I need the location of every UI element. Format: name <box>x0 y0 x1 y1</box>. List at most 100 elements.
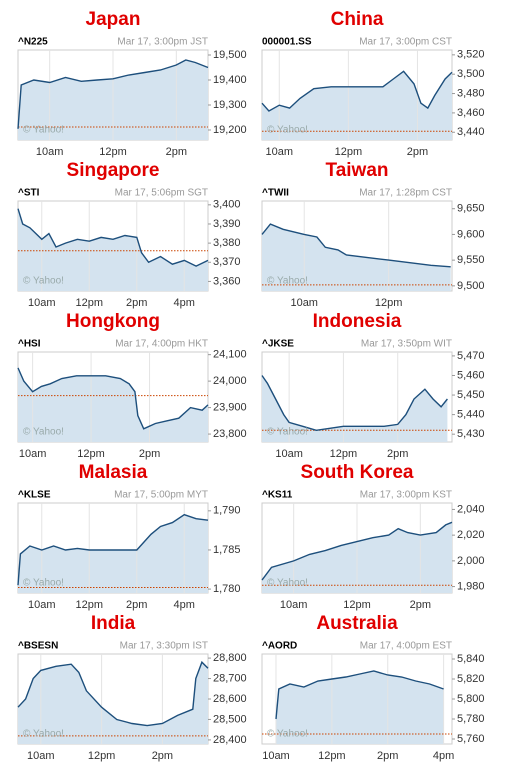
watermark: © Yahoo! <box>267 427 308 438</box>
watermark: © Yahoo! <box>23 125 64 136</box>
watermark: © Yahoo! <box>23 276 64 287</box>
chart-panel: Indonesia ^JKSE Mar 17, 3:50pm WIT 10am 12pm… <box>261 311 485 460</box>
timestamp: Mar 17, 4:00pm EST <box>360 641 452 652</box>
y-tick-label: 24,000 <box>213 375 247 387</box>
x-tick-label: 2pm <box>152 750 173 762</box>
y-tick-label: 3,400 <box>213 199 241 211</box>
ticker: 000001.SS <box>262 37 312 48</box>
ticker: ^AORD <box>262 641 297 652</box>
chart-title: South Korea <box>301 462 414 483</box>
y-tick-label: 9,550 <box>457 254 485 266</box>
y-tick-label: 3,520 <box>457 49 485 61</box>
price-area <box>18 367 208 442</box>
chart-title: India <box>91 613 136 634</box>
x-tick-label: 10am <box>19 448 47 460</box>
y-tick-label: 3,480 <box>457 87 485 99</box>
chart-panel: China 000001.SS Mar 17, 3:00pm CST 10am 12pm… <box>261 9 485 158</box>
x-tick-label: 2pm <box>139 448 160 460</box>
y-tick-label: 3,440 <box>457 126 485 138</box>
chart-panel: Hongkong ^HSI Mar 17, 4:00pm HKT 10am 12pm 2p… <box>17 311 247 460</box>
x-tick-label: 2pm <box>410 599 431 611</box>
x-tick-label: 10am <box>266 146 294 158</box>
price-line <box>17 367 209 430</box>
y-tick-label: 1,780 <box>213 583 241 595</box>
ticker: ^KS11 <box>262 490 293 501</box>
chart-title: Singapore <box>67 160 160 181</box>
chart-title: Hongkong <box>66 311 160 332</box>
y-tick-label: 2,000 <box>457 555 485 567</box>
price-area <box>18 662 208 744</box>
chart-panel: Australia ^AORD Mar 17, 4:00pm EST 10am 12pm… <box>261 613 485 762</box>
ticker: ^N225 <box>18 37 48 48</box>
chart-panel: Malasia ^KLSE Mar 17, 5:00pm MYT 10am 12pm 2p… <box>17 462 241 611</box>
x-tick-label: 12pm <box>335 146 363 158</box>
y-tick-label: 9,650 <box>457 203 485 215</box>
y-tick-label: 24,100 <box>213 349 247 361</box>
y-tick-label: 3,390 <box>213 218 241 230</box>
y-tick-label: 23,800 <box>213 428 247 440</box>
y-tick-label: 1,980 <box>457 580 485 592</box>
chart-title: Taiwan <box>326 160 389 181</box>
chart-panel: India ^BSESN Mar 17, 3:30pm IST 10am 12pm 2pm… <box>17 613 247 762</box>
chart-title: Japan <box>86 9 141 30</box>
price-line <box>261 521 453 581</box>
y-tick-label: 28,600 <box>213 693 247 705</box>
y-tick-label: 19,400 <box>213 74 247 86</box>
x-tick-label: 12pm <box>75 297 103 309</box>
price-line <box>17 208 209 267</box>
watermark: © Yahoo! <box>23 427 64 438</box>
x-tick-label: 10am <box>280 599 308 611</box>
y-tick-label: 3,360 <box>213 275 241 287</box>
ticker: ^TWII <box>262 188 289 199</box>
price-line <box>17 660 209 727</box>
y-tick-label: 5,460 <box>457 369 485 381</box>
y-tick-label: 19,300 <box>213 99 247 111</box>
x-tick-label: 12pm <box>75 599 103 611</box>
x-tick-label: 12pm <box>318 750 346 762</box>
timestamp: Mar 17, 3:00pm JST <box>117 37 208 48</box>
y-tick-label: 9,600 <box>457 228 485 240</box>
y-tick-label: 2,020 <box>457 529 485 541</box>
y-tick-label: 5,780 <box>457 713 485 725</box>
chart-title: Australia <box>316 613 398 634</box>
watermark: © Yahoo! <box>267 276 308 287</box>
x-tick-label: 2pm <box>126 297 147 309</box>
price-area <box>262 224 451 291</box>
x-tick-label: 2pm <box>407 146 428 158</box>
price-area <box>276 671 444 744</box>
y-tick-label: 5,840 <box>457 653 485 665</box>
price-area <box>262 375 448 442</box>
timestamp: Mar 17, 5:00pm MYT <box>114 490 208 501</box>
y-tick-label: 2,040 <box>457 503 485 515</box>
timestamp: Mar 17, 4:00pm HKT <box>115 339 208 350</box>
price-line <box>261 223 451 268</box>
price-line <box>17 59 209 129</box>
chart-panel: Japan ^N225 Mar 17, 3:00pm JST 10am 12pm 2pm 1… <box>17 9 247 158</box>
x-tick-label: 2pm <box>387 448 408 460</box>
price-line <box>261 375 448 432</box>
x-tick-label: 2pm <box>377 750 398 762</box>
y-tick-label: 5,470 <box>457 350 485 362</box>
chart-panel: Taiwan ^TWII Mar 17, 1:28pm CST 10am 12pm 9,5… <box>261 160 485 309</box>
x-tick-label: 4pm <box>174 297 195 309</box>
x-tick-label: 12pm <box>88 750 116 762</box>
ticker: ^HSI <box>18 339 41 350</box>
x-tick-label: 2pm <box>126 599 147 611</box>
price-line <box>17 513 209 586</box>
y-tick-label: 9,500 <box>457 280 485 292</box>
chart-title: Malasia <box>79 462 148 483</box>
y-tick-label: 5,440 <box>457 409 485 421</box>
x-tick-label: 12pm <box>99 146 127 158</box>
y-tick-label: 28,400 <box>213 734 247 746</box>
y-tick-label: 3,370 <box>213 256 241 268</box>
y-tick-label: 19,500 <box>213 49 247 61</box>
price-area <box>18 514 208 593</box>
x-tick-label: 10am <box>28 599 56 611</box>
watermark: © Yahoo! <box>267 125 308 136</box>
x-tick-label: 2pm <box>166 146 187 158</box>
y-tick-label: 28,700 <box>213 672 247 684</box>
x-tick-label: 10am <box>27 750 55 762</box>
ticker: ^BSESN <box>18 641 58 652</box>
y-tick-label: 19,200 <box>213 124 247 136</box>
chart-title: Indonesia <box>313 311 402 332</box>
